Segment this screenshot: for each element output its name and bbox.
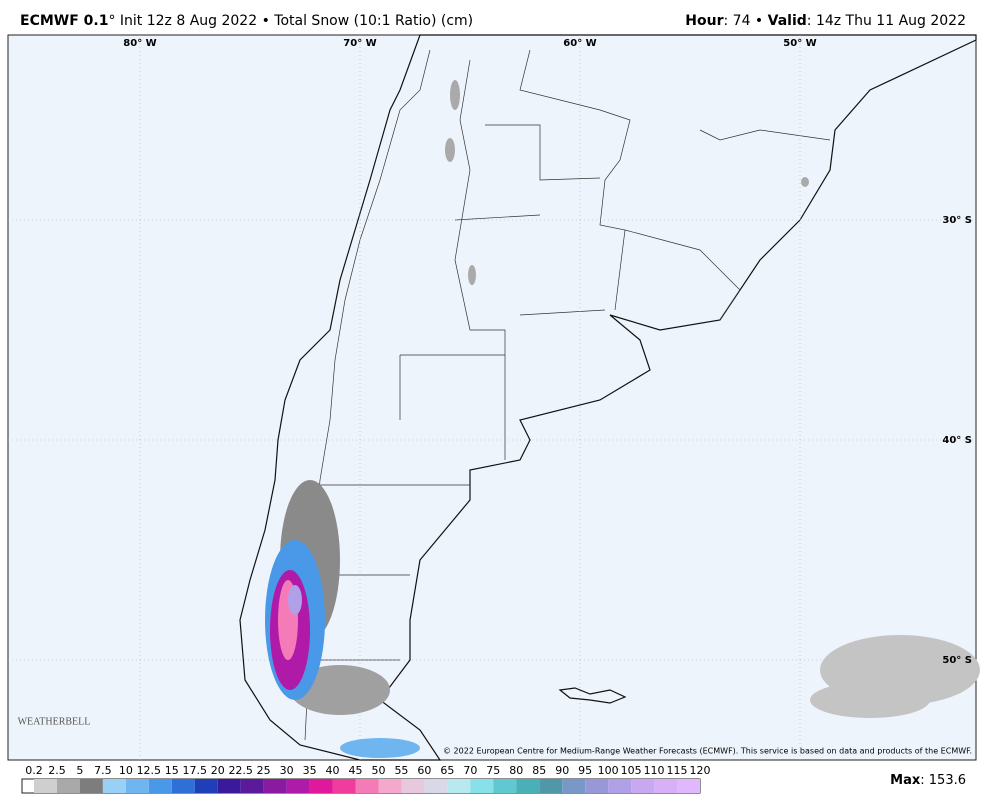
legend: 0.2 2.5 5 7.5 10 12.5 15 17.5 20 22.5 25 30 35 40 45 50… xyxy=(21,764,711,794)
legend-label: 90 xyxy=(555,764,569,777)
lat-label: 40° S xyxy=(942,435,972,446)
legend-label: 105 xyxy=(621,764,642,777)
color-swatch xyxy=(493,779,517,793)
snow-field xyxy=(265,80,980,758)
credit: © 2022 European Centre for Medium-Range … xyxy=(443,747,972,756)
color-swatch xyxy=(309,779,333,793)
legend-label: 7.5 xyxy=(94,764,112,777)
grid xyxy=(8,35,976,760)
legend-label: 30 xyxy=(280,764,294,777)
color-swatch xyxy=(608,779,632,793)
legend-label: 10 xyxy=(119,764,133,777)
max-value: : 153.6 xyxy=(920,773,966,788)
legend-label: 25 xyxy=(257,764,271,777)
color-swatch xyxy=(631,779,655,793)
legend-label: 2.5 xyxy=(48,764,66,777)
color-swatch xyxy=(148,779,172,793)
color-swatch xyxy=(332,779,356,793)
color-swatch xyxy=(424,779,448,793)
legend-label: 85 xyxy=(532,764,546,777)
color-swatch xyxy=(470,779,494,793)
title: ° Init 12z 8 Aug 2022 • Total Snow (10:1… xyxy=(108,13,473,29)
legend-label: 70 xyxy=(463,764,477,777)
legend-label: 5 xyxy=(76,764,83,777)
color-swatch xyxy=(562,779,586,793)
legend-label: 35 xyxy=(303,764,317,777)
color-swatch xyxy=(263,779,287,793)
color-swatch xyxy=(34,779,57,793)
color-swatch xyxy=(102,779,126,793)
header-valid: Hour: 74 • Valid: 14z Thu 11 Aug 2022 xyxy=(685,13,966,29)
header-title: ECMWF 0.1° Init 12z 8 Aug 2022 • Total S… xyxy=(20,13,473,29)
falklands xyxy=(558,687,627,704)
color-swatch xyxy=(516,779,540,793)
color-swatch xyxy=(585,779,609,793)
hour-label: Hour xyxy=(685,13,723,29)
legend-label: 110 xyxy=(644,764,665,777)
legend-label: 60 xyxy=(417,764,431,777)
legend-label: 12.5 xyxy=(137,764,162,777)
max: Max: 153.6 xyxy=(890,773,966,788)
logo: WEATHERBELL xyxy=(18,716,91,727)
color-swatch xyxy=(217,779,241,793)
lon-label: 70° W xyxy=(343,38,376,49)
borders xyxy=(304,49,831,741)
legend-label: 50 xyxy=(371,764,385,777)
legend-label: 100 xyxy=(598,764,619,777)
legend-label: 65 xyxy=(440,764,454,777)
legend-label: 20 xyxy=(211,764,225,777)
color-swatch xyxy=(286,779,310,793)
ocean xyxy=(7,34,977,761)
legend-label: 55 xyxy=(394,764,408,777)
valid: : 14z Thu 11 Aug 2022 xyxy=(807,13,966,29)
lon-label: 60° W xyxy=(563,38,596,49)
color-swatch xyxy=(79,779,103,793)
color-swatch xyxy=(447,779,471,793)
color-swatch xyxy=(355,779,379,793)
legend-label: 17.5 xyxy=(183,764,208,777)
lat-label: 50° S xyxy=(942,655,972,666)
color-swatch xyxy=(125,779,149,793)
max-label: Max xyxy=(890,773,921,788)
valid-label: Valid xyxy=(768,13,807,29)
hour: : 74 • xyxy=(724,13,768,29)
color-swatch xyxy=(240,779,264,793)
coordinate-labels: 80° W 70° W 60° W 50° W 30° S 40° S 50° … xyxy=(123,38,972,666)
legend-label: 40 xyxy=(326,764,340,777)
legend-label: 115 xyxy=(667,764,688,777)
legend-label: 95 xyxy=(578,764,592,777)
legend-label: 0.2 xyxy=(25,764,43,777)
color-swatch xyxy=(56,779,80,793)
legend-label: 120 xyxy=(690,764,711,777)
lon-label: 50° W xyxy=(783,38,816,49)
map: 80° W 70° W 60° W 50° W 30° S 40° S 50° … xyxy=(7,34,980,761)
lat-label: 30° S xyxy=(942,215,972,226)
color-swatch xyxy=(194,779,218,793)
legend-label: 22.5 xyxy=(228,764,253,777)
color-swatch xyxy=(654,779,678,793)
legend-label: 75 xyxy=(486,764,500,777)
land xyxy=(239,34,977,761)
model: ECMWF 0.1 xyxy=(20,13,108,29)
color-swatch xyxy=(539,779,563,793)
color-swatch xyxy=(378,779,402,793)
legend-label: 80 xyxy=(509,764,523,777)
color-swatch xyxy=(677,779,700,793)
legend-label: 15 xyxy=(165,764,179,777)
legend-label: 45 xyxy=(349,764,363,777)
lon-label: 80° W xyxy=(123,38,156,49)
color-swatch xyxy=(401,779,425,793)
color-swatch xyxy=(171,779,195,793)
